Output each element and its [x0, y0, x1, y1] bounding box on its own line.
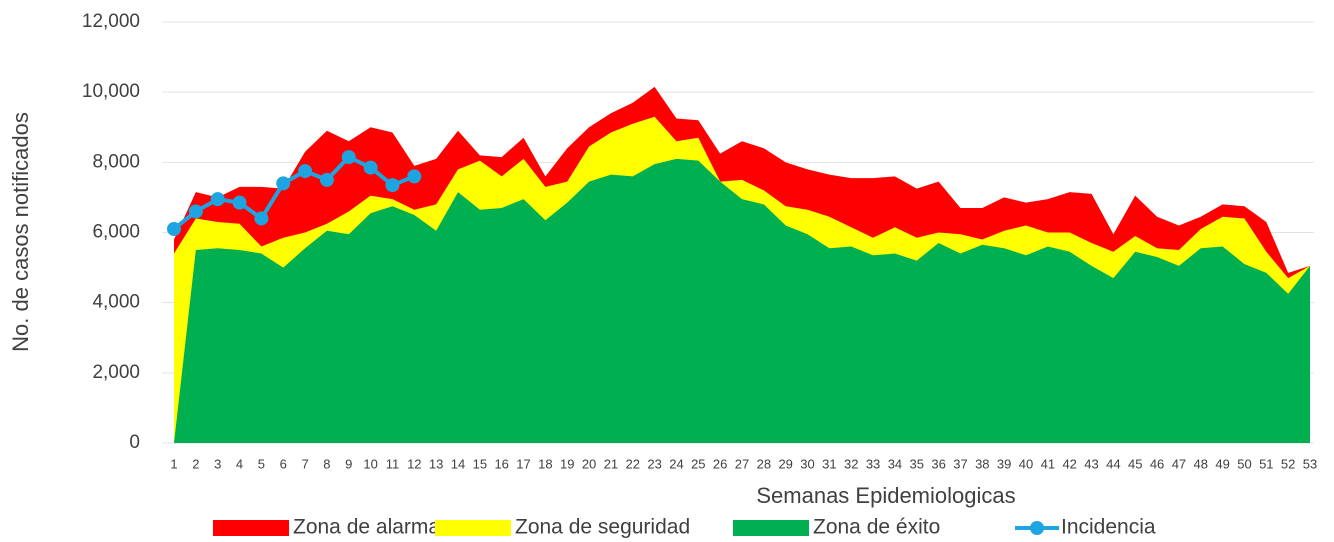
x-tick-label: 15 [473, 456, 487, 471]
legend-label: Incidencia [1061, 516, 1156, 539]
x-tick-label: 7 [301, 456, 308, 471]
x-tick-label: 31 [822, 456, 836, 471]
x-tick-label: 4 [236, 456, 243, 471]
y-tick-label: 0 [129, 432, 140, 453]
x-tick-label: 42 [1062, 456, 1076, 471]
legend-swatch [733, 520, 809, 536]
x-tick-label: 46 [1150, 456, 1164, 471]
y-axis-label: No. de casos notificados [8, 112, 33, 352]
x-tick-label: 34 [888, 456, 902, 471]
legend-label: Zona de seguridad [515, 516, 690, 539]
x-tick-label: 10 [363, 456, 377, 471]
x-tick-label: 6 [280, 456, 287, 471]
x-tick-label: 11 [386, 456, 400, 471]
x-tick-label: 9 [345, 456, 352, 471]
x-tick-label: 20 [582, 456, 596, 471]
x-tick-label: 49 [1215, 456, 1229, 471]
x-tick-label: 3 [214, 456, 221, 471]
x-tick-label: 35 [910, 456, 924, 471]
x-tick-label: 14 [451, 456, 465, 471]
point [319, 172, 334, 187]
point [167, 221, 181, 236]
x-tick-label: 27 [735, 456, 749, 471]
x-tick-label: 12 [407, 456, 421, 471]
point [232, 195, 247, 210]
x-tick-label: 32 [844, 456, 858, 471]
x-tick-label: 38 [975, 456, 989, 471]
x-tick-label: 5 [258, 456, 265, 471]
x-tick-label: 21 [604, 456, 618, 471]
point [188, 204, 203, 219]
x-tick-label: 24 [669, 456, 683, 471]
x-tick-label: 40 [1019, 456, 1033, 471]
x-tick-label: 33 [866, 456, 880, 471]
x-tick-label: 50 [1237, 456, 1251, 471]
x-tick-label: 13 [429, 456, 443, 471]
x-tick-label: 17 [516, 456, 530, 471]
x-tick-label: 1 [170, 456, 177, 471]
x-tick-label: 53 [1303, 456, 1317, 471]
point [407, 169, 422, 184]
x-tick-label: 36 [931, 456, 945, 471]
x-tick-label: 30 [800, 456, 814, 471]
x-tick-label: 41 [1041, 456, 1055, 471]
legend-label: Zona de éxito [813, 516, 940, 539]
x-tick-label: 25 [691, 456, 705, 471]
x-tick-label: 47 [1172, 456, 1186, 471]
x-tick-label: 2 [192, 456, 199, 471]
point [276, 176, 291, 191]
point [363, 160, 378, 175]
x-tick-label: 23 [647, 456, 661, 471]
x-tick-label: 48 [1194, 456, 1208, 471]
legend-swatch [435, 520, 511, 536]
x-axis-label: Semanas Epidemiologicas [756, 483, 1015, 508]
x-tick-label: 43 [1084, 456, 1098, 471]
point [210, 192, 225, 207]
point [254, 211, 269, 226]
x-tick-label: 29 [778, 456, 792, 471]
x-tick-label: 44 [1106, 456, 1120, 471]
legend-swatch [1030, 521, 1044, 535]
x-tick-label: 8 [323, 456, 330, 471]
x-tick-label: 16 [494, 456, 508, 471]
x-tick-label: 39 [997, 456, 1011, 471]
y-tick-label: 12,000 [82, 11, 140, 32]
legend-swatch [213, 520, 289, 536]
x-tick-label: 22 [626, 456, 640, 471]
x-tick-label: 37 [953, 456, 967, 471]
point [385, 178, 400, 193]
y-tick-label: 4,000 [92, 292, 140, 313]
x-tick-label: 26 [713, 456, 727, 471]
x-tick-label: 19 [560, 456, 574, 471]
y-tick-label: 10,000 [82, 81, 140, 102]
area [174, 158, 1310, 443]
legend-label: Zona de alarma [293, 516, 440, 539]
y-tick-label: 6,000 [92, 222, 140, 243]
point [298, 164, 313, 179]
x-tick-label: 28 [757, 456, 771, 471]
x-tick-label: 51 [1259, 456, 1273, 471]
point [341, 150, 356, 165]
y-tick-label: 8,000 [92, 151, 140, 172]
x-tick-label: 52 [1281, 456, 1295, 471]
x-tick-label: 45 [1128, 456, 1142, 471]
y-tick-label: 2,000 [92, 362, 140, 383]
x-tick-label: 18 [538, 456, 552, 471]
